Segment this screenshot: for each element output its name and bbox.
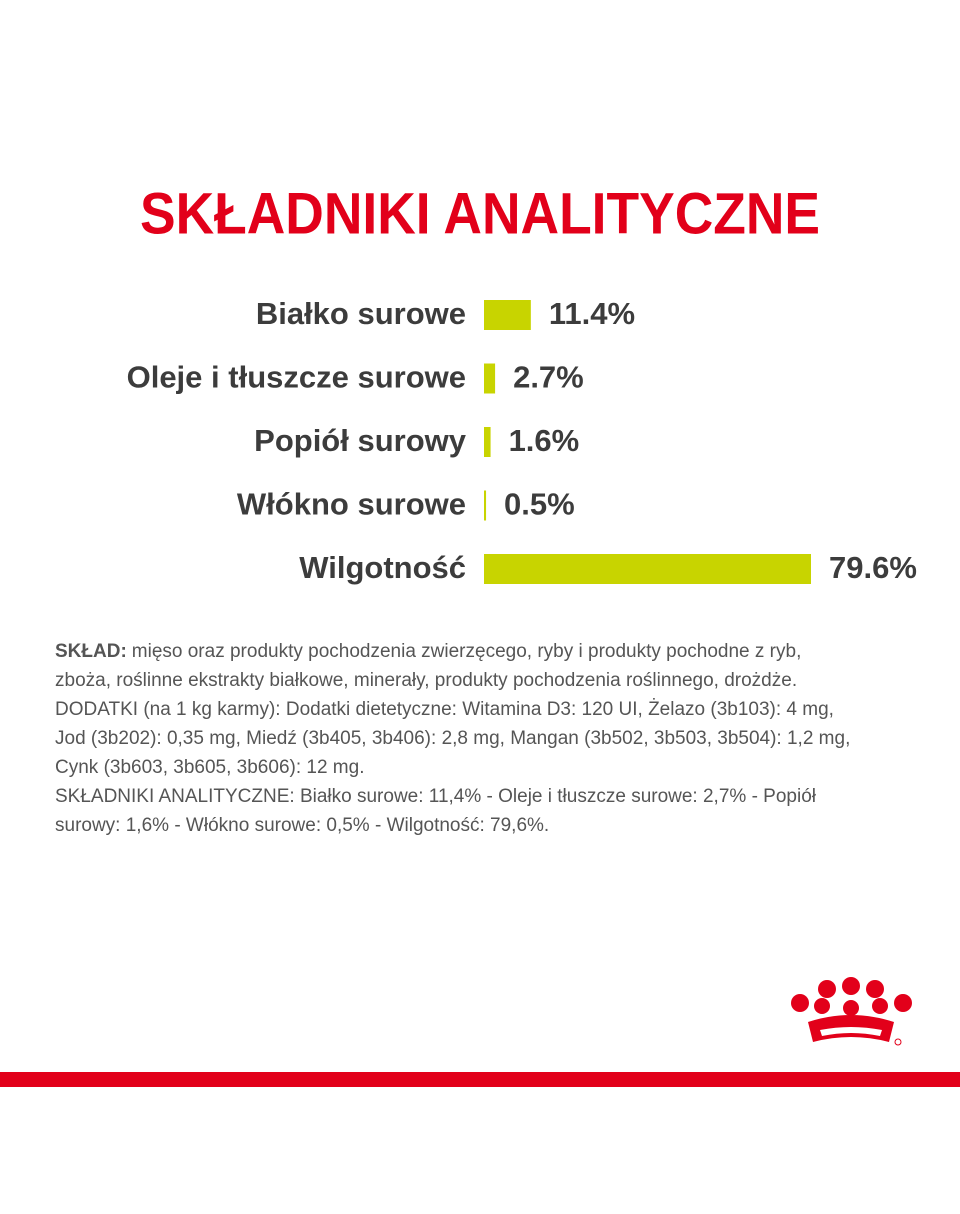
composition-text: zboża, roślinne ekstrakty białkowe, mine… <box>55 670 797 691</box>
bar <box>484 300 531 330</box>
value-label: 79.6% <box>829 550 917 585</box>
composition-text: surowy: 1,6% - Włókno surowe: 0,5% - Wil… <box>55 815 549 836</box>
chart-title: SKŁADNIKI ANALITYCZNE <box>140 181 820 246</box>
category-label: Wilgotność <box>299 550 466 585</box>
composition-text: Cynk (3b603, 3b605, 3b606): 12 mg. <box>55 757 364 778</box>
value-label: 1.6% <box>509 423 580 458</box>
value-label: 0.5% <box>504 487 575 522</box>
footer-stripe <box>0 1072 960 1087</box>
category-label: Popiół surowy <box>254 423 467 458</box>
value-label: 2.7% <box>513 360 584 395</box>
bar <box>484 554 811 584</box>
category-label: Białko surowe <box>256 296 466 331</box>
composition-text: DODATKI (na 1 kg karmy): Dodatki dietety… <box>55 699 834 720</box>
composition-line: DODATKI (na 1 kg karmy): Dodatki dietety… <box>55 699 834 720</box>
bar <box>484 363 496 394</box>
value-label: 11.4% <box>549 296 635 331</box>
category-label: Oleje i tłuszcze surowe <box>127 360 466 395</box>
logo <box>791 977 912 1046</box>
composition-line: zboża, roślinne ekstrakty białkowe, mine… <box>55 670 797 691</box>
composition-line: Cynk (3b603, 3b605, 3b606): 12 mg. <box>55 757 364 778</box>
composition-line: SKŁADNIKI ANALITYCZNE: Białko surowe: 11… <box>55 786 817 807</box>
composition-text: SKŁADNIKI ANALITYCZNE: Białko surowe: 11… <box>55 786 817 807</box>
bar <box>484 427 491 457</box>
category-label: Włókno surowe <box>237 487 466 522</box>
composition-text: mięso oraz produkty pochodzenia zwierzęc… <box>132 641 802 662</box>
composition-line: SKŁAD: mięso oraz produkty pochodzenia zw… <box>55 641 801 662</box>
composition-label: SKŁAD: <box>55 641 127 662</box>
bar <box>484 490 487 521</box>
composition-line: Jod (3b202): 0,35 mg, Miedź (3b405, 3b40… <box>55 728 850 749</box>
composition: SKŁAD: mięso oraz produkty pochodzenia zw… <box>55 641 850 836</box>
composition-text: Jod (3b202): 0,35 mg, Miedź (3b405, 3b40… <box>55 728 850 749</box>
composition-line: surowy: 1,6% - Włókno surowe: 0,5% - Wil… <box>55 815 549 836</box>
